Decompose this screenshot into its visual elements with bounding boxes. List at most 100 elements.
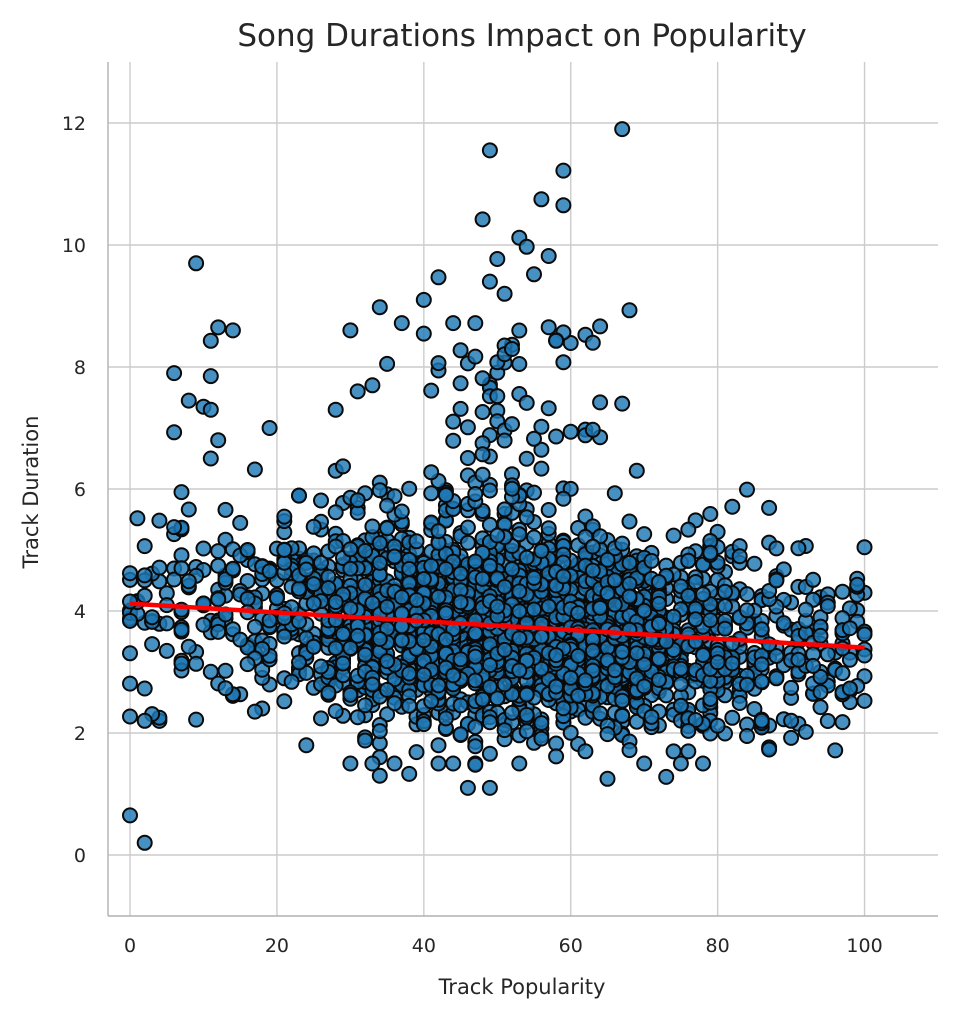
data-point <box>313 658 329 675</box>
data-point <box>533 441 550 458</box>
data-point <box>423 693 440 710</box>
y-tick-label: 6 <box>74 479 86 501</box>
data-point <box>357 576 374 593</box>
data-point <box>474 691 491 708</box>
data-point <box>379 598 396 615</box>
data-point <box>195 540 212 557</box>
data-point <box>555 162 572 179</box>
data-point <box>467 738 484 755</box>
data-point <box>445 315 462 332</box>
data-point <box>261 612 278 629</box>
data-point <box>768 572 785 589</box>
data-point <box>364 755 381 772</box>
data-point <box>511 603 528 620</box>
data-point <box>349 492 366 509</box>
data-point <box>401 697 418 714</box>
data-point <box>540 520 557 537</box>
data-point <box>856 539 873 556</box>
y-tick-label: 10 <box>62 235 86 257</box>
data-point <box>526 430 542 447</box>
data-point <box>658 687 675 704</box>
data-point <box>849 576 866 593</box>
data-point <box>636 678 653 695</box>
data-point <box>724 709 741 726</box>
y-axis-label: Track Duration <box>19 416 43 570</box>
data-point <box>695 586 711 603</box>
data-point <box>812 627 829 644</box>
data-point <box>540 248 557 264</box>
data-point <box>210 623 227 640</box>
data-point <box>702 612 719 629</box>
data-point <box>313 710 329 727</box>
data-point <box>430 737 447 754</box>
data-point <box>856 647 873 664</box>
data-point <box>166 424 183 441</box>
data-point <box>606 596 623 613</box>
data-point <box>761 499 778 516</box>
data-point <box>364 595 381 612</box>
data-point <box>430 677 447 694</box>
data-point <box>268 589 285 606</box>
data-point <box>518 686 535 703</box>
data-point <box>276 693 293 710</box>
data-point <box>327 703 344 720</box>
data-point <box>746 701 763 717</box>
data-point <box>680 587 697 604</box>
data-point <box>570 647 587 664</box>
data-point <box>379 497 396 514</box>
tick-labels: 0 20 40 60 80 100 0 2 4 6 8 10 12 <box>62 113 883 957</box>
data-point <box>459 534 476 551</box>
data-point <box>467 553 484 570</box>
data-point <box>650 574 667 590</box>
data-point <box>445 413 462 430</box>
data-point <box>151 512 168 529</box>
data-point <box>724 655 741 672</box>
data-point <box>687 611 704 628</box>
y-tick-label: 12 <box>62 113 86 135</box>
data-point <box>430 355 447 372</box>
data-point <box>496 501 513 518</box>
data-point <box>349 383 366 400</box>
data-point <box>481 657 498 674</box>
data-point <box>481 779 498 796</box>
data-point <box>305 638 322 655</box>
data-point <box>621 302 638 319</box>
data-point <box>151 559 168 576</box>
y-tick-label: 2 <box>74 723 86 745</box>
data-point <box>217 662 234 679</box>
data-point <box>217 501 234 518</box>
data-point <box>768 670 785 687</box>
data-point <box>606 572 623 589</box>
data-point <box>511 630 528 647</box>
data-point <box>790 651 807 668</box>
data-point <box>717 583 733 600</box>
data-point <box>415 632 432 649</box>
data-point <box>180 638 197 655</box>
data-point <box>342 322 359 339</box>
axis-spines <box>107 62 938 917</box>
data-point <box>540 319 557 336</box>
data-point <box>555 197 572 214</box>
data-point <box>430 269 447 286</box>
data-point <box>518 723 535 740</box>
data-point <box>393 632 410 649</box>
data-point <box>415 571 432 587</box>
data-point <box>481 482 498 499</box>
data-point <box>606 662 623 679</box>
data-point <box>753 712 770 729</box>
data-point <box>401 480 418 497</box>
data-point <box>188 655 205 672</box>
data-point <box>430 588 447 605</box>
data-point <box>144 609 161 626</box>
data-point <box>548 678 565 695</box>
x-tick-label: 20 <box>265 935 289 957</box>
data-point <box>371 631 388 647</box>
x-tick-label: 60 <box>559 935 583 957</box>
data-point <box>753 621 770 638</box>
data-point <box>592 705 609 722</box>
data-point <box>357 697 374 714</box>
data-point <box>724 498 741 515</box>
data-point <box>393 589 410 606</box>
data-point <box>305 576 322 593</box>
data-point <box>533 730 550 747</box>
